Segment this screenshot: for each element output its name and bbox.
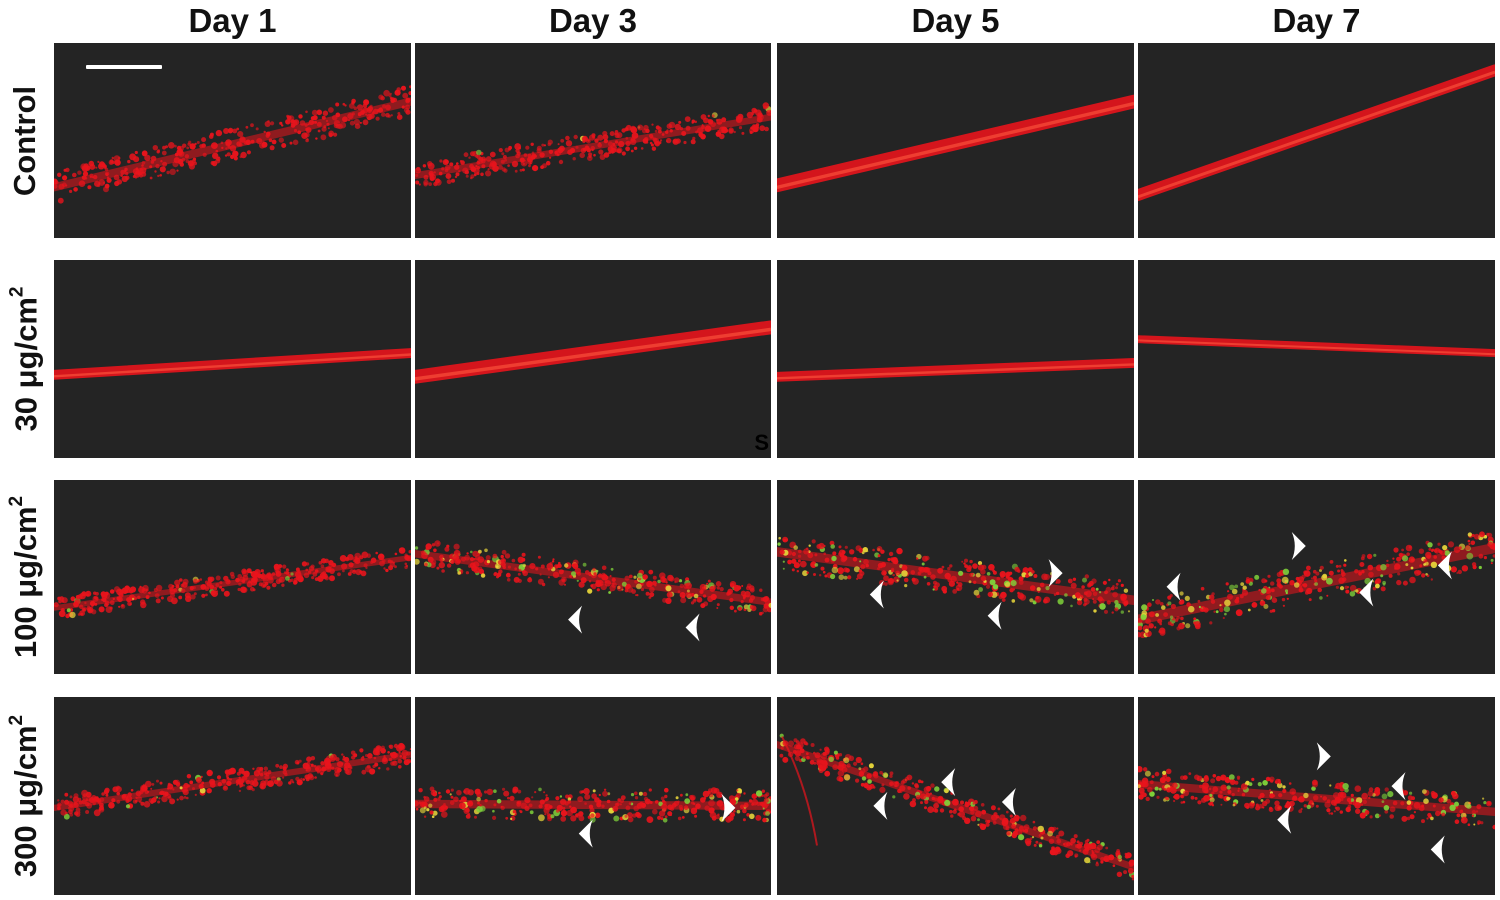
tissue-image bbox=[1138, 64, 1495, 201]
arrowhead-icon bbox=[1291, 531, 1306, 560]
tissue-image bbox=[54, 85, 411, 204]
arrowhead-icon bbox=[941, 768, 956, 797]
column-header-day: Day 7 bbox=[1272, 2, 1361, 39]
micrograph-panel bbox=[54, 260, 411, 458]
tissue-image bbox=[1138, 531, 1495, 639]
row-label-superscript: 2 bbox=[6, 286, 27, 298]
arrowhead-icon bbox=[1048, 559, 1063, 588]
tissue-image bbox=[777, 536, 1134, 630]
tissue-image bbox=[54, 742, 411, 820]
tissue-image bbox=[1138, 335, 1495, 358]
micrograph-panel bbox=[54, 697, 411, 895]
micrograph-panel: S bbox=[415, 260, 771, 458]
arrowhead-icon bbox=[869, 580, 884, 609]
arrowhead-icon bbox=[1001, 787, 1016, 816]
row-label-text: 100 μg/cm bbox=[8, 506, 44, 659]
tissue-image bbox=[777, 358, 1134, 382]
tissue-image bbox=[777, 733, 1134, 881]
row-label: 300 μg/cm2 bbox=[0, 697, 50, 895]
micrograph-panel bbox=[777, 260, 1134, 458]
arrowhead-icon bbox=[578, 819, 593, 848]
arrowhead-icon bbox=[1391, 772, 1406, 801]
row-label-text: Control bbox=[7, 85, 43, 196]
arrowhead-icon bbox=[1437, 551, 1452, 580]
column-header-day: Day 3 bbox=[548, 2, 638, 39]
row-label: 100 μg/cm2 bbox=[0, 480, 50, 674]
arrowhead-icon bbox=[1359, 578, 1374, 607]
micrograph-panel bbox=[415, 43, 771, 238]
micrograph-panel bbox=[777, 697, 1134, 895]
tissue-image bbox=[54, 348, 411, 380]
micrograph-panel bbox=[777, 43, 1134, 238]
scale-bar-icon bbox=[86, 65, 162, 69]
tissue-image bbox=[415, 540, 771, 642]
arrowhead-icon bbox=[1430, 835, 1445, 864]
micrograph-panel bbox=[1138, 260, 1495, 458]
micrograph-panel bbox=[415, 697, 771, 895]
arrowhead-icon bbox=[1166, 572, 1181, 601]
tissue-image bbox=[1138, 742, 1495, 864]
arrowhead-icon bbox=[1316, 742, 1331, 771]
tissue-image bbox=[415, 102, 771, 187]
column-header-day: Day 5 bbox=[911, 2, 1000, 39]
arrowhead-icon bbox=[1277, 805, 1292, 834]
micrograph-panel bbox=[54, 43, 411, 238]
tissue-image bbox=[415, 786, 771, 848]
row-label-superscript: 2 bbox=[6, 714, 28, 726]
row-label: 30 μg/cm2 bbox=[0, 260, 50, 458]
row-label: Control bbox=[0, 43, 50, 238]
micrograph-panel bbox=[415, 480, 771, 674]
micrograph-panel bbox=[1138, 697, 1495, 895]
row-label-superscript: 2 bbox=[6, 495, 28, 507]
arrowhead-icon bbox=[873, 791, 888, 820]
tissue-image bbox=[415, 320, 771, 384]
arrowhead-icon bbox=[685, 613, 700, 642]
tissue-image bbox=[777, 94, 1134, 193]
arrowhead-icon bbox=[568, 605, 583, 634]
micrograph-panel bbox=[1138, 43, 1495, 238]
arrowhead-icon bbox=[721, 793, 736, 822]
arrowhead-icon bbox=[987, 601, 1002, 630]
micrograph-panel bbox=[1138, 480, 1495, 674]
panel-letter: S bbox=[754, 430, 769, 455]
column-header-day: Day 1 bbox=[188, 2, 277, 39]
micrograph-panel bbox=[54, 480, 411, 674]
micrograph-panel bbox=[777, 480, 1134, 674]
row-label-text: 300 μg/cm bbox=[8, 725, 44, 878]
tissue-image bbox=[54, 547, 411, 619]
row-label-text: 30 μg/cm bbox=[8, 297, 43, 432]
